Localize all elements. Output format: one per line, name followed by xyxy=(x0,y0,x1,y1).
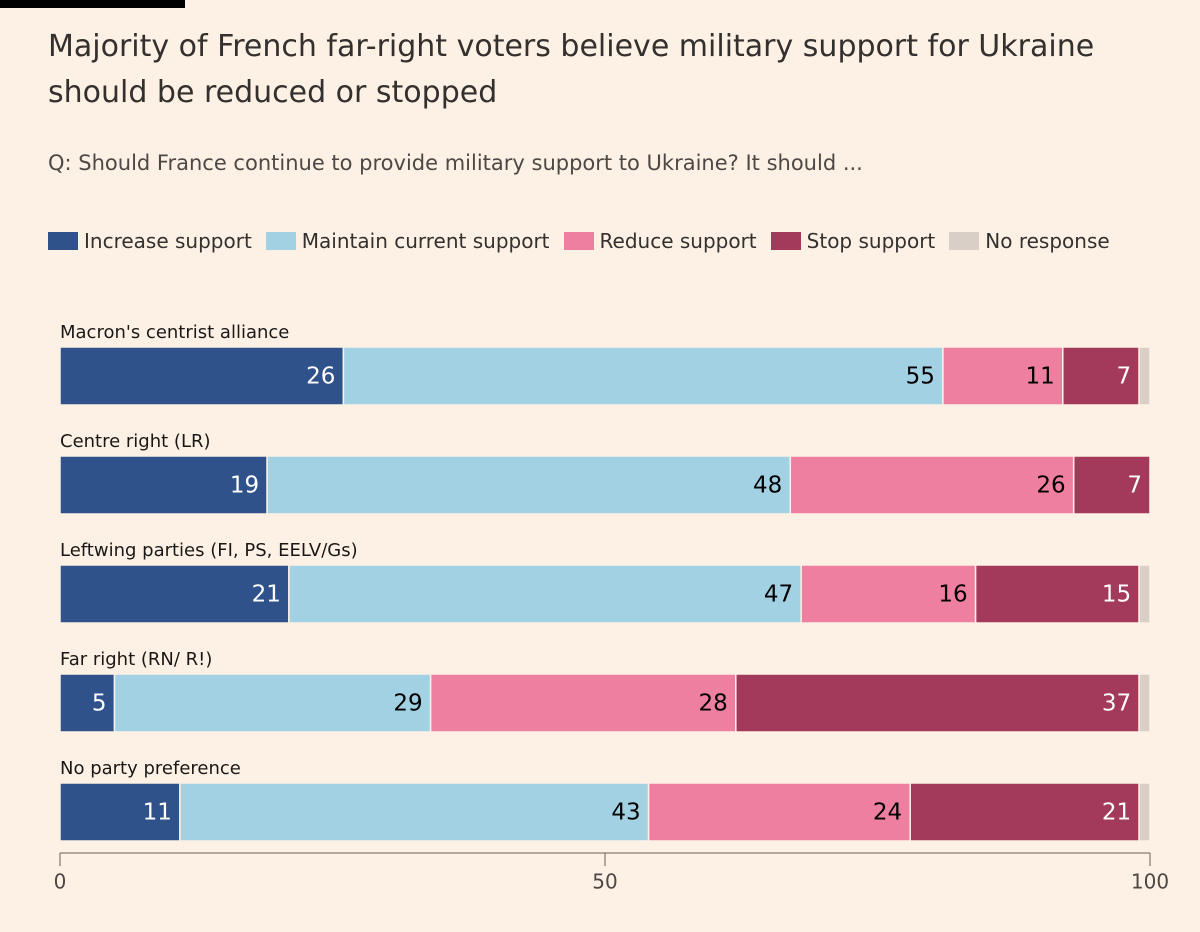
legend-item: Reduce support xyxy=(563,229,757,253)
bar-segment xyxy=(59,455,268,515)
data-label: 15 xyxy=(1102,582,1131,608)
data-label: 26 xyxy=(306,364,335,390)
bar-segment xyxy=(113,673,432,733)
legend-swatch xyxy=(265,232,296,250)
bar-segment xyxy=(1138,346,1151,406)
data-label: 5 xyxy=(92,691,107,717)
data-label: 29 xyxy=(393,691,422,717)
bar-segment xyxy=(1062,346,1140,406)
bar-segment xyxy=(909,782,1140,842)
legend-item: No response xyxy=(949,229,1110,253)
legend-item: Maintain current support xyxy=(265,229,550,253)
bar-segment xyxy=(59,346,345,406)
bar-segment xyxy=(800,564,977,624)
legend-label: Reduce support xyxy=(599,229,757,253)
bar-segment xyxy=(1138,782,1151,842)
data-label: 16 xyxy=(938,582,967,608)
chart-title: Majority of French far-right voters beli… xyxy=(48,29,1095,110)
legend-label: Stop support xyxy=(806,229,936,253)
legend-swatch xyxy=(48,232,78,250)
category-label: Centre right (LR) xyxy=(60,431,211,452)
legend: Increase support Maintain current support… xyxy=(48,229,1110,253)
x-tick-label: 100 xyxy=(1131,870,1169,894)
legend-swatch xyxy=(949,232,980,250)
data-label: 37 xyxy=(1102,691,1131,717)
bar-segment xyxy=(942,346,1064,406)
data-label: 21 xyxy=(252,582,281,608)
bar-segment xyxy=(266,455,792,515)
legend-swatch xyxy=(770,232,801,250)
data-label: 48 xyxy=(753,473,782,499)
bar-segment xyxy=(59,673,116,733)
bar-segment xyxy=(974,564,1140,624)
legend-label: No response xyxy=(985,229,1110,253)
bar-segment xyxy=(1072,455,1151,515)
bar-segment xyxy=(179,782,650,842)
data-label: 7 xyxy=(1116,364,1131,390)
category-label: Leftwing parties (FI, PS, EELV/Gs) xyxy=(60,540,358,561)
legend-item: Increase support xyxy=(48,229,252,253)
bar-segment xyxy=(647,782,911,842)
legend-swatch xyxy=(563,232,594,250)
bar-segment xyxy=(59,564,290,624)
bar-segment xyxy=(789,455,1075,515)
x-tick-label: 50 xyxy=(592,870,617,894)
data-label: 19 xyxy=(230,473,259,499)
bar-segment xyxy=(288,564,802,624)
bar-segment xyxy=(1138,673,1151,733)
data-label: 24 xyxy=(873,800,902,826)
bar-segment xyxy=(429,673,737,733)
data-label: 11 xyxy=(143,800,172,826)
data-label: 28 xyxy=(699,691,728,717)
chart-subtitle: Q: Should France continue to provide mil… xyxy=(48,151,863,175)
x-tick-label: 0 xyxy=(54,870,67,894)
bar-segment xyxy=(735,673,1140,733)
category-label: Far right (RN/ R!) xyxy=(60,649,212,670)
data-label: 26 xyxy=(1036,473,1065,499)
data-label: 11 xyxy=(1026,364,1055,390)
bar-segment xyxy=(1138,564,1151,624)
brand-bar xyxy=(0,0,185,8)
data-label: 55 xyxy=(906,364,935,390)
category-label: Macron's centrist alliance xyxy=(60,322,289,343)
legend-label: Increase support xyxy=(84,229,252,253)
bar-segment xyxy=(59,782,181,842)
data-label: 7 xyxy=(1127,473,1142,499)
category-label: No party preference xyxy=(60,758,241,779)
data-label: 21 xyxy=(1102,800,1131,826)
data-label: 43 xyxy=(611,800,640,826)
data-label: 47 xyxy=(764,582,793,608)
legend-item: Stop support xyxy=(770,229,936,253)
bar-segment xyxy=(342,346,944,406)
legend-label: Maintain current support xyxy=(301,229,550,253)
